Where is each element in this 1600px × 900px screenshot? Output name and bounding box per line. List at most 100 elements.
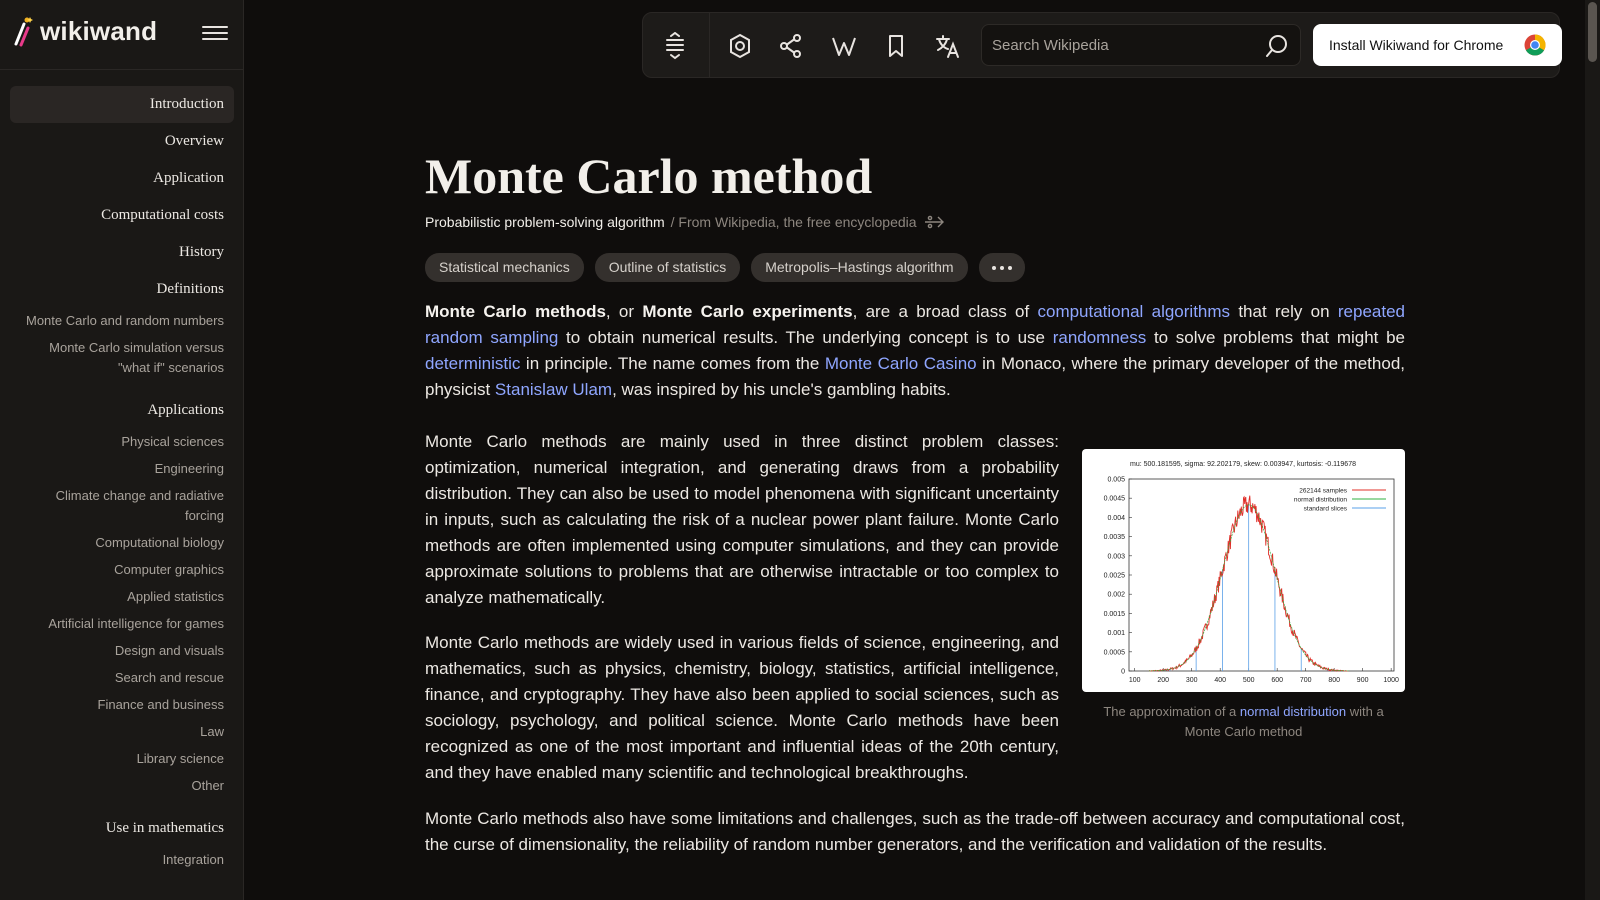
translate-icon[interactable] (928, 26, 968, 66)
bold-term: Monte Carlo methods (425, 302, 606, 321)
x-tick-label: 600 (1271, 677, 1283, 684)
toc-item[interactable]: Definitions (156, 281, 225, 297)
scrollbar-thumb[interactable] (1588, 2, 1597, 62)
legend-label: 262144 samples (1299, 488, 1347, 495)
paragraph-text: , or (605, 302, 643, 321)
y-tick-label: 0.001 (1107, 630, 1125, 637)
scrollbar[interactable] (1585, 0, 1600, 900)
wikipedia-icon[interactable] (824, 26, 864, 66)
toc-subitem[interactable]: Other (191, 778, 224, 793)
paragraph-text: in principle. The name comes from the (520, 354, 825, 373)
article-subtitle: Probabilistic problem-solving algorithm … (425, 214, 1405, 230)
x-tick-label: 100 (1129, 677, 1141, 684)
toc-subitem[interactable]: Integration (162, 852, 224, 867)
search-box (981, 24, 1301, 66)
related-chip[interactable]: Metropolis–Hastings algorithm (751, 253, 968, 282)
toc-item[interactable]: History (179, 244, 224, 260)
figure-image[interactable]: mu: 500.181595, sigma: 92.202179, skew: … (1082, 449, 1405, 692)
toolbar-separator (709, 13, 710, 77)
toc-item[interactable]: Introduction (10, 86, 234, 123)
y-tick-label: 0 (1121, 669, 1125, 676)
install-extension-button[interactable]: Install Wikiwand for Chrome (1313, 24, 1562, 66)
text-size-icon[interactable] (655, 26, 695, 66)
toc-item[interactable]: Use in mathematics (105, 820, 224, 836)
toc-subitem[interactable]: Artificial intelligence for games (48, 616, 224, 631)
toc-subitem[interactable]: Computational biology (95, 535, 224, 550)
x-tick-label: 400 (1214, 677, 1226, 684)
inline-link[interactable]: Monte Carlo Casino (824, 354, 977, 373)
y-tick-label: 0.0025 (1104, 573, 1126, 580)
toc-item[interactable]: Applications (147, 402, 224, 418)
toc-subitem[interactable]: Engineering (154, 461, 224, 476)
toc-subitem[interactable]: Monte Carlo simulation versus "what if" … (49, 340, 224, 375)
x-tick-label: 800 (1328, 677, 1340, 684)
search-icon[interactable] (1264, 33, 1290, 59)
x-tick-label: 1000 (1383, 677, 1399, 684)
bookmark-icon[interactable] (876, 26, 916, 66)
hamburger-menu-icon[interactable] (202, 22, 228, 46)
y-tick-label: 0.002 (1107, 592, 1125, 599)
inline-link[interactable]: deterministic (425, 354, 521, 373)
samples-curve (1148, 495, 1349, 672)
x-tick-label: 200 (1157, 677, 1169, 684)
toc-subitem[interactable]: Monte Carlo and random numbers (26, 313, 224, 328)
legend-label: normal distribution (1294, 497, 1347, 504)
install-extension-label: Install Wikiwand for Chrome (1329, 37, 1504, 53)
toc-item[interactable]: Computational costs (101, 207, 224, 223)
wikiwand-logo-icon (14, 17, 33, 47)
inline-link[interactable]: randomness (1052, 328, 1147, 347)
toc-subitem[interactable]: Search and rescue (114, 670, 224, 685)
related-chip[interactable]: Statistical mechanics (425, 253, 584, 282)
y-tick-label: 0.005 (1107, 477, 1125, 484)
toc-subitem[interactable]: Computer graphics (114, 562, 224, 577)
figure-caption: The approximation of a normal distributi… (1082, 702, 1405, 742)
caption-text: with a Monte Carlo method (1184, 704, 1384, 739)
related-articles: Statistical mechanics Outline of statist… (425, 253, 1405, 282)
share-link-icon[interactable] (923, 214, 947, 230)
related-chip[interactable]: Outline of statistics (594, 253, 741, 282)
y-tick-label: 0.0005 (1104, 649, 1126, 656)
toc-subitem[interactable]: Physical sciences (121, 434, 224, 449)
y-tick-label: 0.004 (1107, 515, 1125, 522)
distribution-plot: mu: 500.181595, sigma: 92.202179, skew: … (1104, 461, 1399, 684)
inline-link[interactable]: Stanislaw Ulam (494, 380, 613, 399)
inline-link[interactable]: computational algorithms (1037, 302, 1231, 321)
legend-label: standard slices (1304, 506, 1348, 513)
brand[interactable]: wikiwand (12, 14, 157, 48)
normal-distribution-curve (1148, 504, 1349, 672)
sidebar: wikiwand Introduction Overview Application… (0, 0, 244, 900)
paragraph-text: , are a broad class of (852, 302, 1038, 321)
toolbar: Install Wikiwand for Chrome (642, 12, 1562, 78)
y-tick-label: 0.003 (1107, 553, 1125, 560)
share-icon[interactable] (771, 26, 811, 66)
paragraph-text: to obtain numerical results. The underly… (558, 328, 1053, 347)
toc-item[interactable]: Overview (164, 133, 224, 149)
x-tick-label: 700 (1300, 677, 1312, 684)
bold-term: Monte Carlo experiments (642, 302, 853, 321)
article: Monte Carlo method Probabilistic problem… (425, 140, 1405, 854)
page-title: Monte Carlo method (425, 148, 873, 204)
chrome-icon (1524, 34, 1546, 56)
y-tick-label: 0.0035 (1104, 534, 1126, 541)
inline-link[interactable]: repeated random sampling (425, 302, 1405, 347)
paragraph-usage-fields: Monte Carlo methods are widely used in v… (425, 633, 1059, 782)
toc-subitem[interactable]: Applied statistics (127, 589, 224, 604)
y-tick-label: 0.0015 (1104, 611, 1126, 618)
toc-subitem[interactable]: Climate change and radiative forcing (55, 488, 224, 523)
normal-distribution-link[interactable]: normal distribution (1239, 704, 1347, 719)
table-of-contents: Introduction Overview Application Computati… (10, 86, 234, 874)
search-input[interactable] (992, 25, 1262, 65)
settings-icon[interactable] (720, 26, 760, 66)
y-tick-label: 0.0045 (1104, 496, 1126, 503)
toc-subitem[interactable]: Design and visuals (114, 643, 224, 658)
paragraph-text: to solve problems that might be (1146, 328, 1405, 347)
paragraph-text: that rely on (1230, 302, 1338, 321)
toc-item[interactable]: Application (153, 170, 224, 186)
short-description: Probabilistic problem-solving algorithm (425, 214, 665, 230)
toc-subitem[interactable]: Law (200, 724, 224, 739)
toc-subitem[interactable]: Library science (136, 751, 224, 766)
toc-subitem[interactable]: Finance and business (97, 697, 224, 712)
more-related-icon[interactable] (978, 253, 1025, 282)
sidebar-divider (0, 69, 243, 70)
